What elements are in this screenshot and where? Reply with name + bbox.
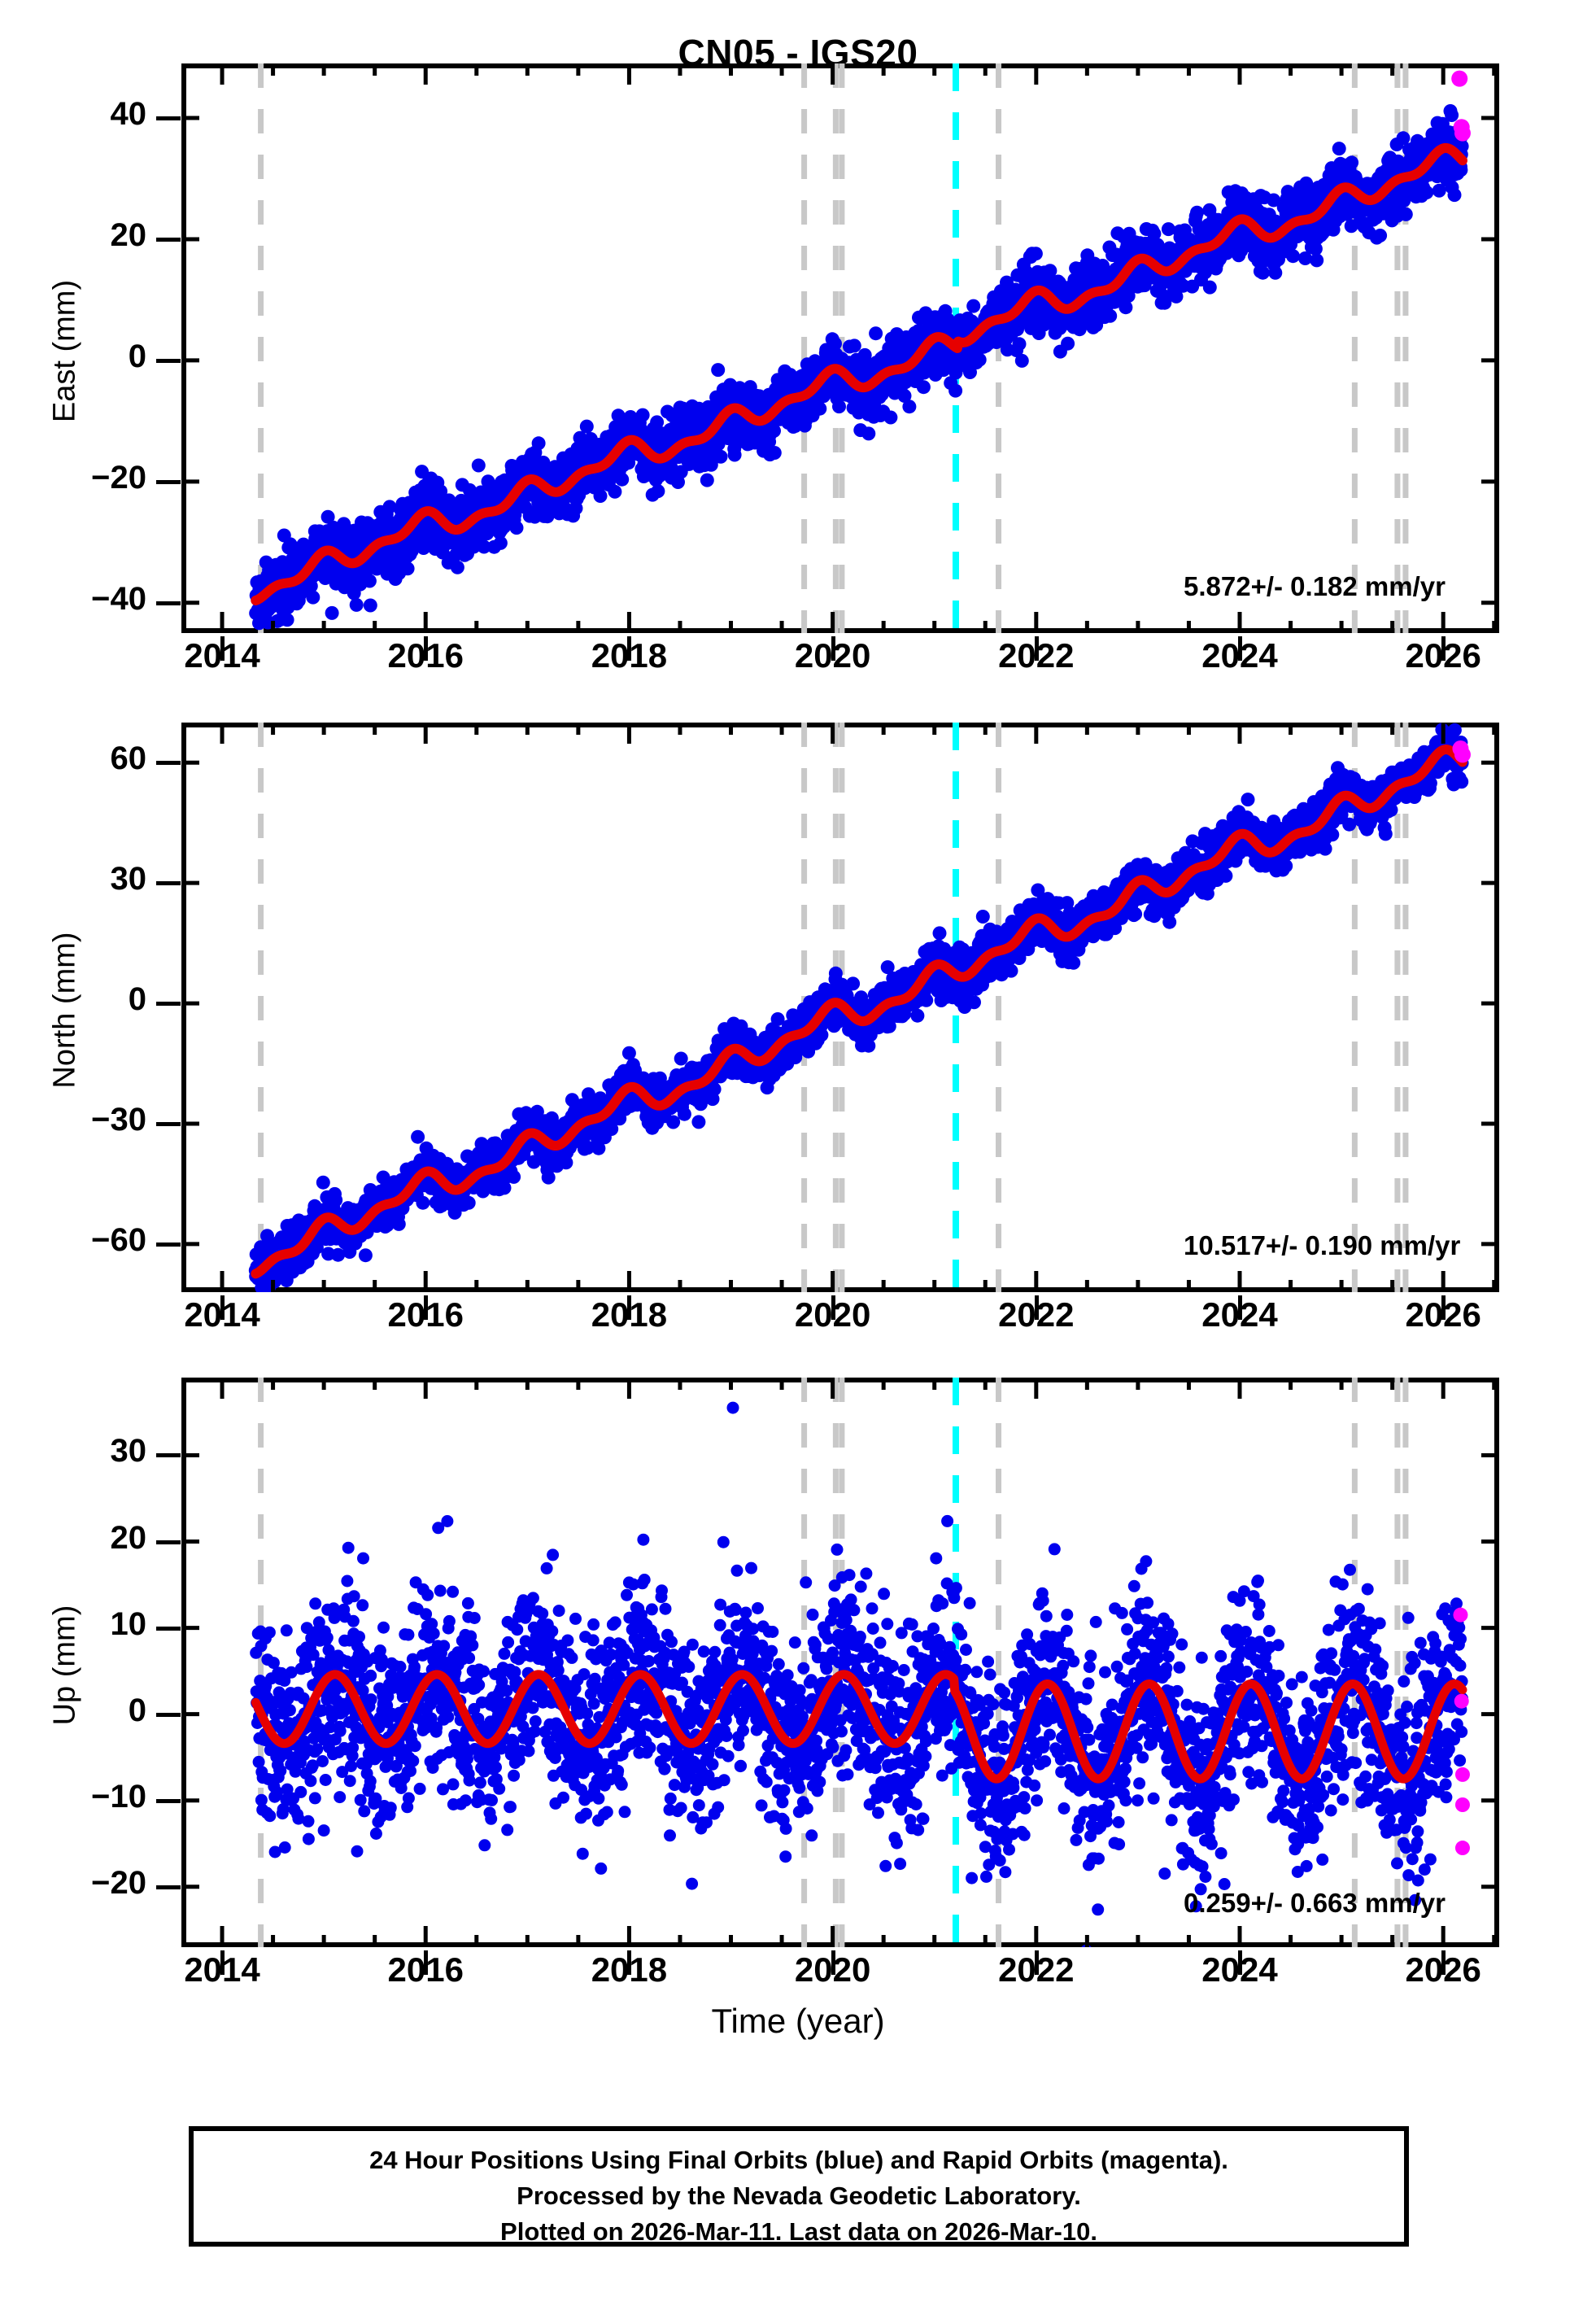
east-xtick-mark — [1238, 636, 1242, 661]
north-xtick-mark — [831, 1295, 835, 1320]
up-xtick-mark — [424, 1950, 429, 1975]
east-ytick-label: −20 — [91, 459, 146, 496]
north-ytick-mark — [156, 881, 181, 886]
east-component-panel — [181, 63, 1499, 633]
east-ytick-label: 40 — [110, 96, 147, 133]
east-ytick-label: 0 — [128, 338, 146, 374]
north-component-panel — [181, 723, 1499, 1292]
up-component-panel — [181, 1378, 1499, 1947]
north-ytick-mark — [156, 1242, 181, 1247]
north-xtick-mark — [627, 1295, 632, 1320]
up-xtick-mark — [1034, 1950, 1039, 1975]
figure-caption-box: 24 Hour Positions Using Final Orbits (bl… — [189, 2126, 1409, 2247]
up-ytick-label: 0 — [128, 1692, 146, 1728]
up-ytick-label: −10 — [91, 1778, 146, 1815]
north-xtick-mark — [1238, 1295, 1242, 1320]
north-ytick-label: 0 — [128, 981, 146, 1018]
north-ytick-mark — [156, 1002, 181, 1007]
up-xtick-mark — [1238, 1950, 1242, 1975]
north-ytick-label: 30 — [110, 861, 147, 898]
east-xtick-mark — [424, 636, 429, 661]
east-ytick-mark — [156, 358, 181, 363]
north-ytick-label: −60 — [91, 1221, 146, 1258]
x-axis-title: Time (year) — [711, 2002, 885, 2040]
east-ytick-label: −40 — [91, 580, 146, 617]
east-ytick-label: 20 — [110, 216, 147, 253]
up-xtick-mark — [627, 1950, 632, 1975]
north-ytick-label: 60 — [110, 740, 147, 777]
east-xtick-mark — [220, 636, 225, 661]
east-ytick-mark — [156, 479, 181, 484]
up-xtick-mark — [220, 1950, 225, 1975]
north-xtick-mark — [1441, 1295, 1446, 1320]
east-xtick-mark — [1441, 636, 1446, 661]
up-ytick-label: 10 — [110, 1605, 147, 1642]
east-xtick-mark — [627, 636, 632, 661]
caption-line-1: 24 Hour Positions Using Final Orbits (bl… — [369, 2146, 1228, 2174]
east-ytick-mark — [156, 116, 181, 121]
east-plot-canvas — [181, 63, 1499, 633]
east-ytick-mark — [156, 601, 181, 605]
east-xtick-mark — [1034, 636, 1039, 661]
up-ytick-mark — [156, 1540, 181, 1544]
east-ytick-mark — [156, 237, 181, 242]
north-xtick-mark — [220, 1295, 225, 1320]
caption-line-2: Processed by the Nevada Geodetic Laborat… — [517, 2182, 1081, 2211]
up-axis-label: Up (mm) — [47, 1605, 82, 1726]
up-ytick-mark — [156, 1885, 181, 1889]
east-xtick-mark — [831, 636, 835, 661]
east-rate-annotation: 5.872+/- 0.182 mm/yr — [1184, 571, 1446, 601]
north-xtick-mark — [424, 1295, 429, 1320]
up-xtick-mark — [1441, 1950, 1446, 1975]
caption-line-3: Plotted on 2026-Mar-11. Last data on 202… — [500, 2217, 1097, 2247]
north-plot-canvas — [181, 723, 1499, 1292]
north-ytick-mark — [156, 1121, 181, 1126]
north-xtick-mark — [1034, 1295, 1039, 1320]
up-xtick-mark — [831, 1950, 835, 1975]
up-ytick-label: 30 — [110, 1433, 147, 1470]
up-ytick-mark — [156, 1712, 181, 1717]
up-rate-annotation: 0.259+/- 0.663 mm/yr — [1184, 1888, 1446, 1918]
up-ytick-mark — [156, 1626, 181, 1631]
north-rate-annotation: 10.517+/- 0.190 mm/yr — [1184, 1230, 1461, 1260]
up-ytick-mark — [156, 1798, 181, 1803]
up-ytick-mark — [156, 1453, 181, 1458]
north-ytick-mark — [156, 761, 181, 766]
up-ytick-label: 20 — [110, 1519, 147, 1556]
up-ytick-label: −20 — [91, 1864, 146, 1901]
up-plot-canvas — [181, 1378, 1499, 1947]
north-ytick-label: −30 — [91, 1101, 146, 1138]
